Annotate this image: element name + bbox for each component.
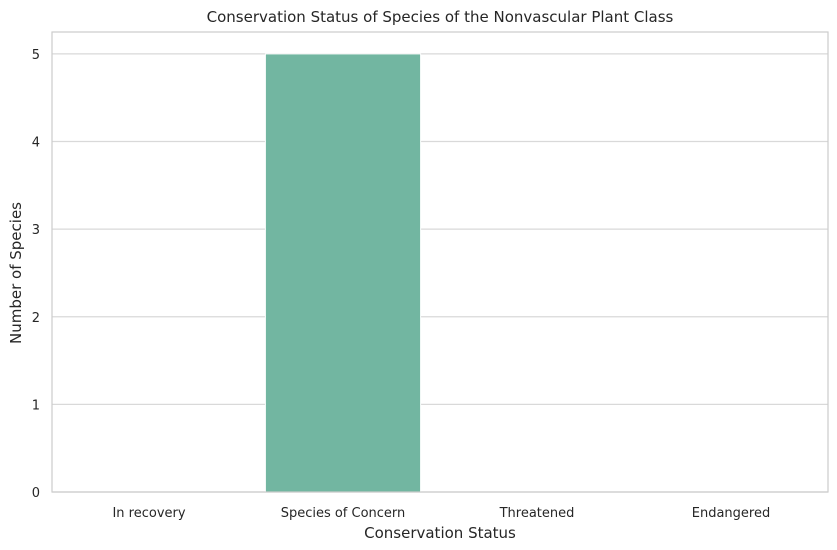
x-tick-label: In recovery [112,506,185,521]
y-tick-label: 3 [32,223,40,238]
y-tick-label: 5 [32,48,40,63]
plot-border [51,31,829,493]
x-tick-label: Threatened [499,506,575,521]
x-axis-label: Conservation Status [364,524,516,542]
x-tick-label: Species of Concern [281,506,406,521]
y-tick-label: 0 [32,486,40,501]
x-tick-label: Endangered [692,506,770,521]
y-tick-labels: 0 1 2 3 4 5 [32,48,40,501]
y-tick-label: 2 [32,311,40,326]
plot-frame [51,31,829,493]
bars [264,53,422,493]
chart-title: Conservation Status of Species of the No… [207,8,674,26]
grid-lines [52,53,828,493]
x-tick-labels: In recovery Species of Concern Threatened E… [112,506,770,521]
y-axis-label: Number of Species [7,202,25,344]
y-tick-label: 1 [32,398,40,413]
y-tick-label: 4 [32,136,40,151]
bar-species-of-concern [264,53,422,493]
